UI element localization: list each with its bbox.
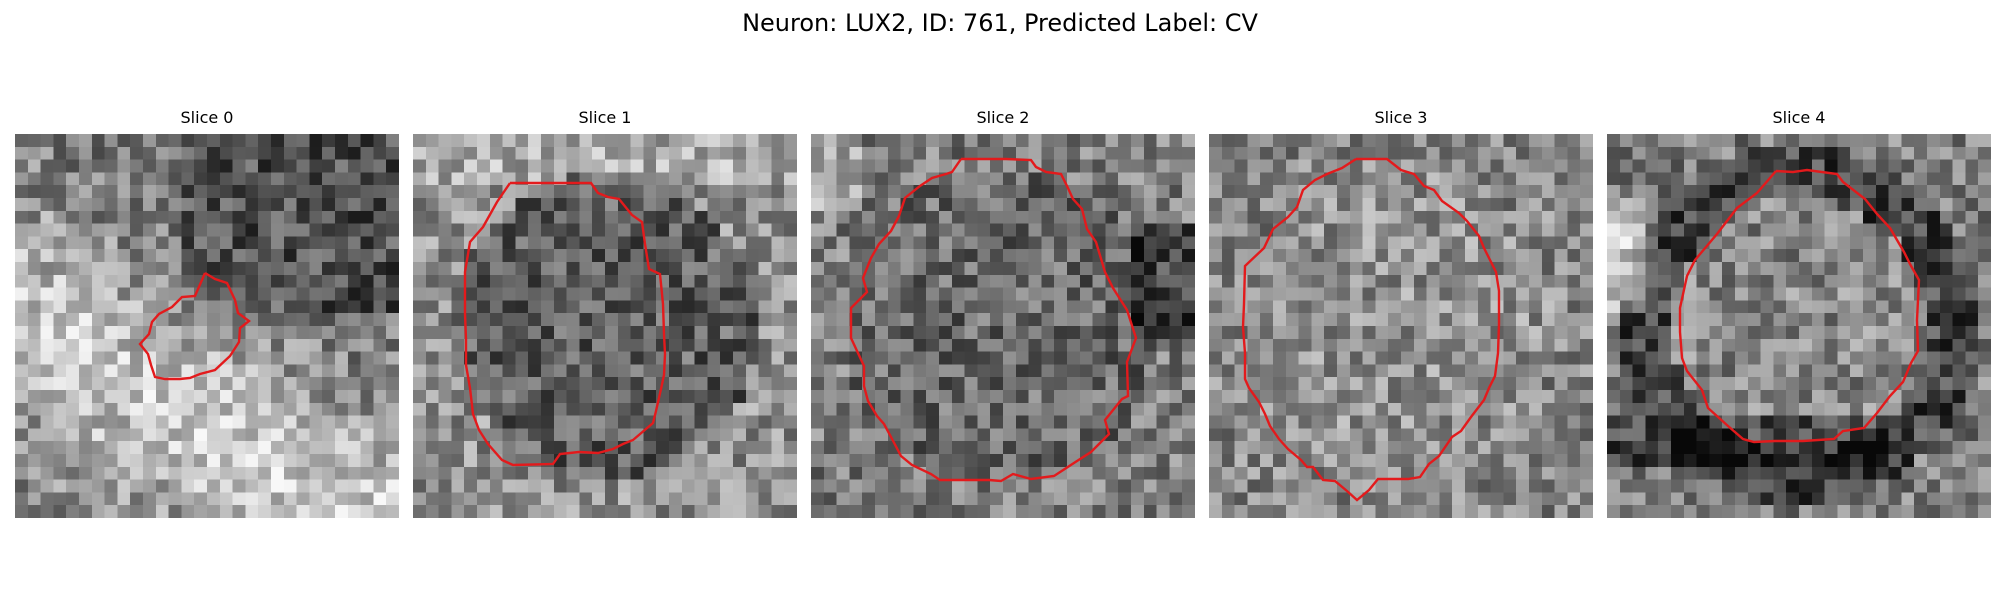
- cell-contour: [463, 181, 667, 467]
- slice-panel-2: Slice 2: [811, 108, 1195, 518]
- slice-image: [413, 134, 797, 518]
- cell-contour: [1678, 168, 1921, 444]
- slice-image: [1607, 134, 1991, 518]
- slice-title: Slice 2: [976, 108, 1030, 127]
- slice-title: Slice 1: [578, 108, 632, 127]
- cell-contour: [849, 157, 1138, 483]
- slice-title: Slice 3: [1374, 108, 1428, 127]
- slice-title: Slice 0: [180, 108, 234, 127]
- slice-panel-3: Slice 3: [1209, 108, 1593, 518]
- slice-image: [15, 134, 399, 518]
- figure-title: Neuron: LUX2, ID: 761, Predicted Label: …: [742, 9, 1258, 37]
- slice-panel-0: Slice 0: [15, 108, 399, 518]
- slice-panel-4: Slice 4: [1607, 108, 1991, 518]
- cell-contour: [138, 271, 251, 381]
- slice-image: [1209, 134, 1593, 518]
- slice-panel-1: Slice 1: [413, 108, 797, 518]
- cell-contour: [1241, 157, 1501, 502]
- slice-title: Slice 4: [1772, 108, 1826, 127]
